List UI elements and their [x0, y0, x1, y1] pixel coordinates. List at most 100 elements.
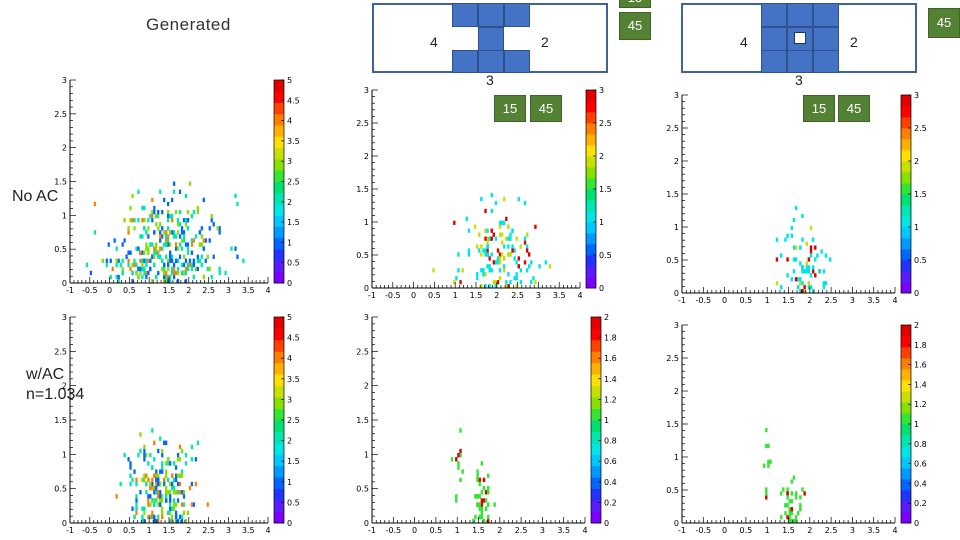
histogram-bin	[174, 473, 178, 478]
color-scale-segment	[274, 420, 284, 432]
histogram-bin	[172, 461, 176, 466]
z-tick-label: 3	[599, 86, 604, 95]
histogram-bin	[786, 515, 789, 520]
histogram-bin	[500, 232, 504, 237]
histogram-bin	[790, 277, 794, 282]
histogram-bin	[803, 269, 806, 274]
histogram-bin	[178, 473, 182, 478]
histogram-bin	[186, 250, 190, 255]
z-tick-label: 2	[287, 198, 292, 207]
histogram-bin	[169, 518, 172, 524]
histogram-bin	[165, 490, 168, 495]
histogram-bin	[172, 181, 176, 186]
color-scale-segment	[274, 465, 284, 478]
x-tick-label: -0.5	[385, 291, 401, 300]
histogram-bin	[809, 245, 813, 250]
histogram-bin	[779, 515, 783, 520]
histogram-bin	[169, 274, 172, 280]
z-tick-label: 3	[287, 395, 292, 404]
color-scale-segment	[274, 237, 284, 250]
histogram-block2-ac: -1 -0.5 0 0.5 1 1.5 2 2.5 3 3.5 4 0 0.5 1 1.5 2 2.5 3 0 0.2…	[356, 313, 616, 535]
histogram-bin	[484, 498, 488, 503]
histogram-bin	[801, 265, 804, 270]
histogram-bin	[184, 222, 188, 227]
detector-block	[813, 27, 839, 51]
histogram-bin	[149, 452, 152, 458]
histogram-bin	[794, 277, 798, 282]
histogram-bin	[176, 518, 180, 524]
histogram-bin	[143, 448, 146, 454]
histogram-bin	[788, 519, 791, 524]
histogram-bin	[503, 244, 506, 249]
histogram-bin	[820, 249, 823, 254]
histogram-bin	[165, 485, 168, 491]
histogram-bin	[196, 258, 199, 263]
histogram-bin	[517, 196, 520, 202]
histogram-bin	[794, 515, 798, 520]
histogram-bin	[151, 254, 154, 259]
histogram-bin	[186, 209, 190, 215]
y-tick-label: 2	[674, 387, 679, 396]
histogram-bin	[178, 457, 182, 462]
histogram-bin	[242, 258, 245, 263]
color-scale-segment	[274, 431, 284, 444]
histogram-bin	[172, 266, 176, 272]
histogram-bin	[159, 189, 162, 194]
histogram-bin	[172, 506, 176, 511]
histogram-bin	[176, 498, 180, 503]
histogram-bin	[165, 278, 168, 284]
histogram-bin	[461, 268, 464, 273]
histogram-bin	[484, 248, 487, 253]
histogram-bin	[805, 265, 808, 270]
histogram-bin	[167, 226, 170, 231]
histogram-bin	[803, 289, 806, 294]
z-tick-label: 2.5	[287, 416, 300, 425]
y-tick-label: 2.5	[54, 110, 67, 119]
histogram-bin	[135, 262, 138, 268]
histogram-bin	[216, 226, 219, 231]
x-tick-label: 1	[765, 526, 770, 535]
histogram-bin	[151, 510, 154, 516]
histogram-bin	[157, 270, 160, 276]
histogram-bin	[151, 218, 154, 223]
histogram-bin	[167, 258, 170, 263]
histogram-bin	[794, 205, 798, 211]
histogram-bin	[822, 281, 826, 286]
histogram-bin	[801, 487, 804, 492]
histogram-bin	[192, 258, 196, 263]
x-tick-label: -0.5	[82, 526, 98, 535]
histogram-bin	[786, 257, 789, 262]
histogram-bin	[165, 473, 168, 478]
y-tick-label: 2.5	[666, 354, 679, 363]
histogram-bin	[163, 197, 166, 203]
histogram-bin	[182, 510, 186, 516]
histogram-bin	[807, 265, 811, 270]
histogram-bin	[163, 477, 166, 483]
histogram-bin	[803, 491, 806, 496]
histogram-bin	[170, 213, 174, 219]
y-tick-label: 0.5	[666, 486, 679, 495]
color-scale-segment	[591, 385, 601, 398]
histogram-bin	[165, 242, 168, 247]
diagram2-bottom-label: 3	[795, 72, 803, 88]
histogram-bin	[208, 238, 211, 243]
histogram-bin	[157, 481, 160, 487]
histogram-bin	[184, 266, 188, 272]
histogram-bin	[121, 242, 124, 247]
histogram-bin	[797, 277, 800, 282]
histogram-bin	[200, 254, 203, 259]
y-tick-label: 1.5	[54, 416, 67, 425]
color-scale-segment	[901, 435, 911, 447]
z-tick-label: 2	[914, 157, 919, 166]
histogram-bin	[113, 238, 116, 243]
histogram-bin	[161, 465, 164, 470]
histogram-bin	[476, 502, 479, 507]
histogram-bin	[178, 234, 182, 239]
detector-block	[504, 3, 530, 27]
histogram-bin	[182, 490, 186, 495]
color-scale-segment	[274, 328, 284, 341]
x-tick-label: 0	[722, 296, 727, 305]
histogram-bin	[476, 272, 479, 277]
histogram-bin	[169, 258, 172, 263]
color-scale-segment	[901, 424, 911, 436]
